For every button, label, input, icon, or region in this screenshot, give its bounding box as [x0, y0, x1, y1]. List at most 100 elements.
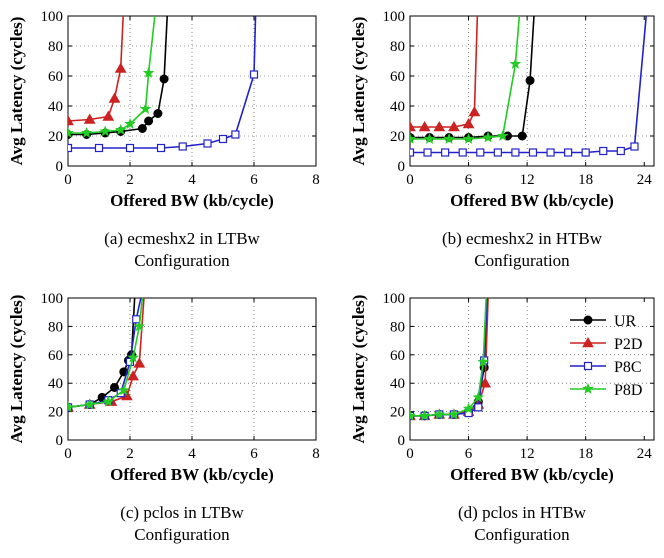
data-point-p8d [102, 395, 115, 407]
data-point-p8d [83, 398, 96, 410]
series-line-p2d [68, 15, 124, 122]
x-tick-label: 24 [637, 446, 653, 462]
legend-label: UR [614, 313, 637, 330]
y-tick-label: 60 [48, 69, 63, 85]
panel-caption: (d) pclos in HTBw [458, 503, 587, 522]
data-point-p8c [156, 143, 166, 153]
x-tick-label: 6 [465, 446, 473, 462]
y-axis-label: Avg Latency (cycles) [7, 295, 26, 444]
data-point-p8c [474, 403, 483, 412]
x-tick-label: 2 [126, 172, 134, 188]
series-p8c [68, 15, 259, 153]
data-point-p8c [511, 148, 520, 157]
data-point-p2d [462, 117, 475, 129]
series-p8d [410, 15, 522, 145]
data-point-p8c [476, 148, 485, 157]
y-tick-label: 60 [48, 348, 63, 364]
y-tick-label: 100 [41, 291, 64, 307]
data-point-p8c [564, 148, 573, 157]
legend-marker [582, 336, 594, 348]
data-point-p8d [482, 131, 494, 143]
data-point-p8d [68, 401, 74, 413]
chart-panel-b: 0 6 12 18 24 0 20 40 60 80 100 Offered BW (kb/cycle… [349, 9, 655, 270]
data-point-p2d [410, 120, 416, 132]
y-tick-label: 80 [48, 319, 63, 335]
data-point-p8c [249, 70, 259, 79]
y-tick-label: 0 [398, 159, 406, 175]
data-point-p2d [133, 357, 146, 368]
series-line-p8c [68, 15, 257, 149]
legend-marker [582, 382, 594, 395]
x-tick-label: 4 [188, 446, 196, 462]
x-tick-label: 6 [250, 446, 258, 462]
data-point-p8d [139, 102, 152, 115]
series-line-p8d [410, 15, 521, 140]
data-point-p8c [581, 148, 590, 157]
y-tick-label: 80 [390, 39, 405, 55]
plot-frame [409, 297, 655, 441]
y-tick-label: 40 [390, 99, 405, 115]
panel-caption: (a) ecmeshx2 in LTBw [104, 229, 260, 248]
data-point-ur [517, 131, 527, 141]
data-point-p8d [462, 402, 475, 414]
x-axis-label: Offered BW (kb/cycle) [110, 465, 274, 484]
data-point-p8d [423, 132, 436, 145]
data-point-p8d [448, 408, 460, 420]
data-point-p8d [68, 126, 74, 139]
data-point-ur [159, 74, 169, 84]
data-point-p2d [468, 105, 481, 117]
series-line-ur [410, 15, 535, 139]
x-tick-label: 8 [312, 446, 320, 462]
y-tick-label: 40 [48, 99, 63, 115]
data-point-p2d [448, 120, 460, 132]
y-tick-label: 40 [390, 376, 405, 392]
data-point-p8c [599, 146, 608, 156]
legend-label: P8D [614, 382, 642, 399]
y-tick-label: 0 [398, 433, 406, 449]
data-point-p8d [127, 351, 140, 363]
x-axis-label: Offered BW (kb/cycle) [450, 191, 614, 210]
x-tick-label: 0 [406, 172, 414, 188]
data-point-p8c [423, 148, 432, 157]
legend-marker [583, 361, 593, 371]
data-point-p8c [493, 148, 502, 157]
data-point-p8c [94, 143, 104, 153]
data-point-p2d [102, 110, 115, 121]
y-tick-label: 60 [390, 348, 405, 364]
data-point-p8d [472, 391, 485, 403]
data-point-p8c [68, 143, 73, 153]
data-point-p8c [178, 142, 187, 151]
y-tick-label: 100 [383, 291, 406, 307]
data-point-p8c [528, 148, 538, 157]
data-point-ur [525, 76, 535, 85]
data-point-p8c [616, 146, 625, 156]
data-point-p8c [218, 134, 228, 144]
y-tick-label: 0 [56, 433, 64, 449]
y-tick-label: 60 [390, 69, 405, 85]
panel-caption-continued: Configuration [134, 525, 230, 544]
x-tick-label: 8 [312, 172, 320, 188]
series-p8d [68, 15, 156, 139]
data-point-p8c [132, 315, 141, 324]
panel-caption: (b) ecmeshx2 in HTBw [442, 229, 603, 248]
plot-frame [409, 15, 655, 167]
data-point-p8c [458, 148, 467, 157]
series-line-p2d [410, 15, 479, 128]
data-point-p2d [83, 113, 96, 124]
data-point-p2d [433, 120, 446, 132]
y-tick-label: 20 [48, 405, 63, 421]
plot-frame [67, 15, 317, 167]
data-point-p8d [114, 123, 127, 136]
y-tick-label: 20 [390, 405, 405, 421]
x-axis-label: Offered BW (kb/cycle) [110, 191, 274, 210]
panel-caption-continued: Configuration [134, 251, 230, 270]
x-tick-label: 0 [64, 446, 72, 462]
series-p2d [410, 15, 481, 132]
legend-label: P2D [614, 336, 642, 353]
y-axis-label: Avg Latency (cycles) [7, 17, 26, 166]
data-point-p8c [231, 130, 240, 139]
y-tick-label: 40 [48, 376, 63, 392]
data-point-p2d [479, 377, 492, 388]
x-tick-label: 0 [406, 446, 414, 462]
panel-caption: (c) pclos in LTBw [120, 503, 244, 522]
